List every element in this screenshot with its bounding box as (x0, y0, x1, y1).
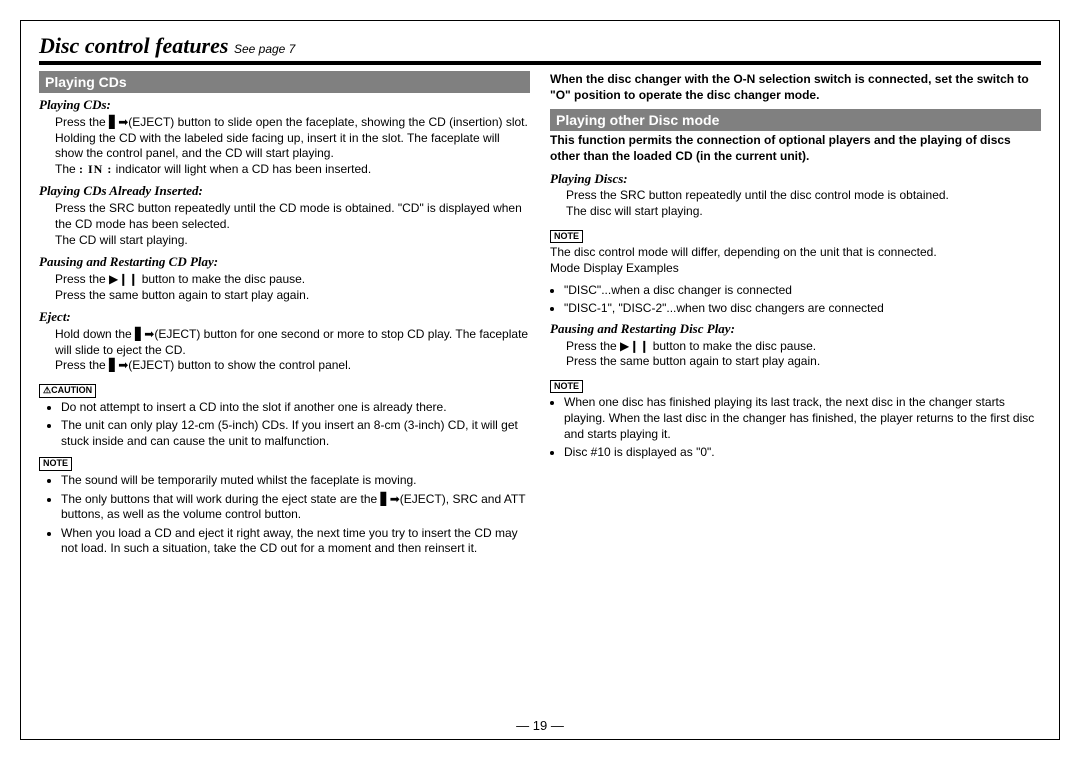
text: The CD will start playing. (55, 233, 530, 249)
note-tag: NOTE (39, 457, 72, 471)
list-item: "DISC"...when a disc changer is connecte… (564, 283, 1041, 299)
text: Mode Display Examples (550, 261, 1041, 277)
subhead-playing-cds: Playing CDs: (39, 97, 530, 114)
section-bar-playing-cds: Playing CDs (39, 71, 530, 93)
title-subtext: See page 7 (234, 42, 295, 56)
mode-examples-list: "DISC"...when a disc changer is connecte… (554, 283, 1041, 317)
note-tag: NOTE (550, 230, 583, 244)
right-lead: This function permits the connection of … (550, 133, 1041, 164)
note-tag: NOTE (550, 380, 583, 394)
list-item: The sound will be temporarily muted whil… (61, 473, 530, 489)
note2-list: When one disc has finished playing its l… (554, 395, 1041, 460)
text: Hold down the ▋➡(EJECT) button for one s… (55, 327, 530, 358)
page-number: — 19 — (21, 718, 1059, 733)
text: Press the ▋➡(EJECT) button to show the c… (55, 358, 530, 374)
manual-page: Disc control features See page 7 Playing… (20, 20, 1060, 740)
body-eject: Hold down the ▋➡(EJECT) button for one s… (55, 327, 530, 374)
section-bar-other-disc: Playing other Disc mode (550, 109, 1041, 131)
text: Press the ▋➡(EJECT) button to slide open… (55, 115, 530, 162)
list-item: When one disc has finished playing its l… (564, 395, 1041, 442)
note1-body: The disc control mode will differ, depen… (550, 245, 1041, 276)
text: Press the same button again to start pla… (566, 354, 1041, 370)
subhead-cds-inserted: Playing CDs Already Inserted: (39, 183, 530, 200)
subhead-pause-cd: Pausing and Restarting CD Play: (39, 254, 530, 271)
caution-list: Do not attempt to insert a CD into the s… (51, 400, 530, 450)
text: The : IN : indicator will light when a C… (55, 162, 530, 178)
note-list-left: The sound will be temporarily muted whil… (51, 473, 530, 557)
subhead-eject: Eject: (39, 309, 530, 326)
body-cds-inserted: Press the SRC button repeatedly until th… (55, 201, 530, 248)
subhead-pause-disc: Pausing and Restarting Disc Play: (550, 321, 1041, 338)
text: Press the SRC button repeatedly until th… (55, 201, 530, 232)
in-indicator: : IN : (79, 162, 112, 176)
title-text: Disc control features (39, 33, 228, 58)
list-item: The only buttons that will work during t… (61, 492, 530, 523)
right-column: When the disc changer with the O-N selec… (550, 71, 1041, 561)
text: Press the ▶❙❙ button to make the disc pa… (566, 339, 1041, 355)
body-playing-cds: Press the ▋➡(EJECT) button to slide open… (55, 115, 530, 177)
caution-tag: ⚠CAUTION (39, 384, 96, 398)
list-item: The unit can only play 12-cm (5-inch) CD… (61, 418, 530, 449)
body-playing-discs: Press the SRC button repeatedly until th… (566, 188, 1041, 219)
list-item: Do not attempt to insert a CD into the s… (61, 400, 530, 416)
list-item: "DISC-1", "DISC-2"...when two disc chang… (564, 301, 1041, 317)
text: The disc control mode will differ, depen… (550, 245, 1041, 261)
subhead-playing-discs: Playing Discs: (550, 171, 1041, 188)
body-pause-disc: Press the ▶❙❙ button to make the disc pa… (566, 339, 1041, 370)
body-pause-cd: Press the ▶❙❙ button to make the disc pa… (55, 272, 530, 303)
text: Press the same button again to start pla… (55, 288, 530, 304)
list-item: When you load a CD and eject it right aw… (61, 526, 530, 557)
columns: Playing CDs Playing CDs: Press the ▋➡(EJ… (39, 71, 1041, 561)
text: The disc will start playing. (566, 204, 1041, 220)
text: Press the ▶❙❙ button to make the disc pa… (55, 272, 530, 288)
title-rule (39, 61, 1041, 65)
list-item: Disc #10 is displayed as "0". (564, 445, 1041, 461)
page-title: Disc control features See page 7 (39, 33, 1041, 59)
left-column: Playing CDs Playing CDs: Press the ▋➡(EJ… (39, 71, 530, 561)
text: Press the SRC button repeatedly until th… (566, 188, 1041, 204)
right-intro: When the disc changer with the O-N selec… (550, 72, 1041, 103)
